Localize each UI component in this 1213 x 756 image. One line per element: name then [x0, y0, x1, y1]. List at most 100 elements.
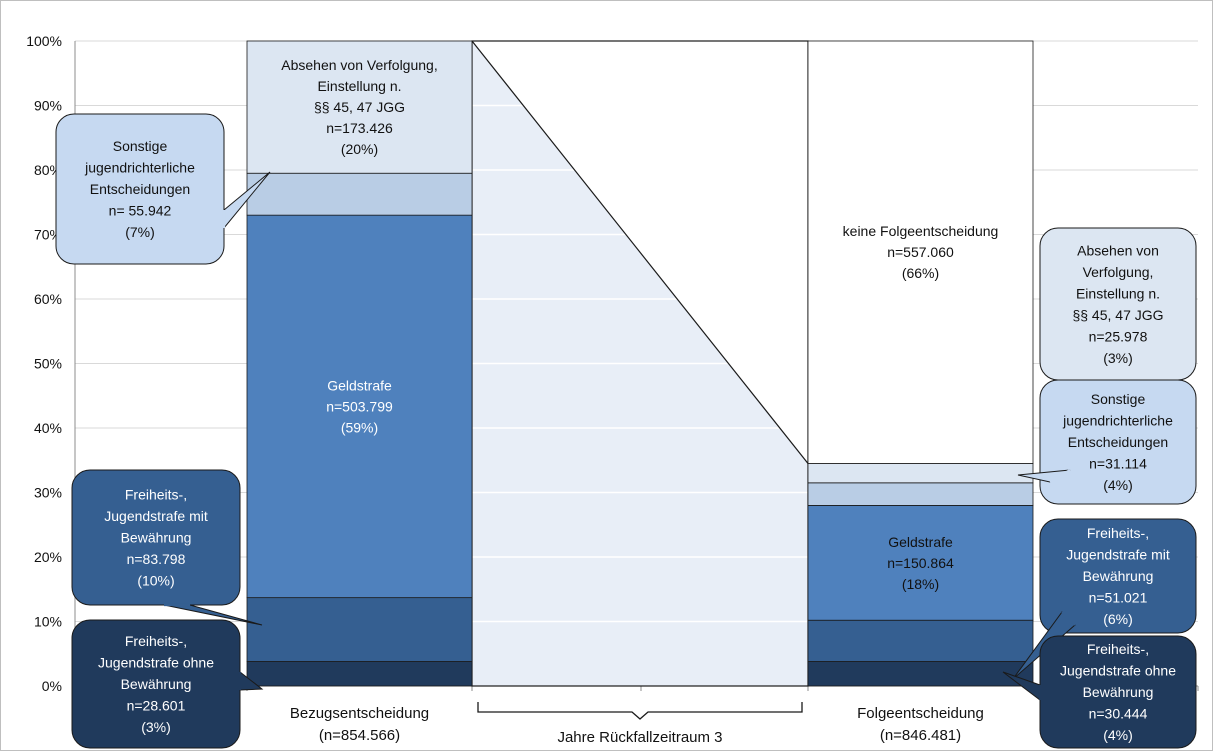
bar-folgeentscheidung	[807, 40, 1034, 687]
callout-line: n=31.114	[1089, 456, 1147, 472]
y-tick-label: 70%	[34, 227, 62, 243]
callout-line: Bewährung	[1083, 568, 1154, 584]
period-label: Jahre Rückfallzeitraum 3	[557, 729, 722, 746]
callout-pointer-join	[1049, 469, 1071, 483]
y-tick-label: 30%	[34, 485, 62, 501]
callout-line: Bewährung	[121, 530, 192, 546]
callout-box	[71, 469, 241, 606]
callout-line: Absehen von	[1077, 242, 1159, 258]
segment-label-line: Einstellung n.	[317, 78, 401, 94]
bar-segment-freiheit_mit	[807, 619, 1034, 662]
callout-line: Bewährung	[1083, 684, 1154, 700]
bar-segment-absehen	[807, 463, 1034, 484]
callout-text: Sonstige jugendrichterliche Entscheidungen…	[84, 138, 195, 240]
segment-label-line: n=150.864	[887, 555, 954, 571]
callout-box	[1039, 379, 1197, 505]
callout-text: Freiheits-, Jugendstrafe mit Bewährung n=83…	[104, 487, 208, 589]
segment-label-line: (66%)	[902, 265, 939, 281]
callout-line: Freiheits-,	[125, 633, 187, 649]
y-tick-label: 60%	[34, 291, 62, 307]
callout-line: Sonstige	[113, 138, 168, 154]
segment-label-line: Geldstrafe	[888, 534, 953, 550]
callout-line: (7%)	[125, 224, 155, 240]
segment-label-geldstrafe: Geldstrafe n=150.864 (18%)	[887, 534, 954, 592]
y-tick-label: 80%	[34, 162, 62, 178]
callout-line: Jugendstrafe ohne	[98, 655, 214, 671]
segment-label-line: Geldstrafe	[327, 377, 392, 393]
bar-segment-freiheit_mit	[246, 597, 473, 662]
bar-segment-geldstrafe	[807, 504, 1034, 621]
segment-label-keine: keine Folgeentscheidung n=557.060 (66%)	[843, 223, 999, 281]
callout-line: Jugendstrafe mit	[1066, 547, 1170, 563]
callout-line: (4%)	[1103, 727, 1133, 743]
callout-bubble: Sonstige jugendrichterliche Entscheidungen…	[1017, 379, 1197, 505]
bar-segment-freiheit_ohne	[807, 661, 1034, 687]
y-tick-label: 10%	[34, 614, 62, 630]
segment-label-line: n=557.060	[887, 244, 954, 260]
y-tick-label: 20%	[34, 549, 62, 565]
callout-line: (6%)	[1103, 611, 1133, 627]
callout-line: jugendrichterliche	[84, 160, 195, 176]
segment-label-line: keine Folgeentscheidung	[843, 223, 999, 239]
callout-line: Verfolgung,	[1083, 264, 1154, 280]
bar-segment-sonstige	[246, 172, 473, 216]
y-tick-label: 0%	[42, 678, 62, 694]
callout-line: Freiheits-,	[1087, 641, 1149, 657]
callout-text: Freiheits-, Jugendstrafe ohne Bewährung n=3…	[1060, 641, 1176, 743]
y-tick-label: 90%	[34, 98, 62, 114]
callout-text: Freiheits-, Jugendstrafe ohne Bewährung n=2…	[98, 633, 214, 735]
callout-line: n=30.444	[1089, 706, 1148, 722]
callout-box	[55, 113, 225, 265]
callout-pointer-join	[1061, 611, 1076, 626]
y-tick-label: 40%	[34, 420, 62, 436]
segment-label-line: (18%)	[902, 576, 939, 592]
segment-label-geldstrafe: Geldstrafe n=503.799 (59%)	[326, 377, 393, 435]
callout-line: n=28.601	[127, 698, 186, 714]
callout-bubble: Freiheits-, Jugendstrafe ohne Bewährung n=3…	[1002, 635, 1197, 749]
bar-bezugsentscheidung	[246, 40, 473, 687]
callout-line: n=51.021	[1089, 590, 1148, 606]
segment-label-line: (59%)	[341, 419, 378, 435]
callout-line: Einstellung n.	[1076, 285, 1160, 301]
segment-label-line: §§ 45, 47 JGG	[314, 99, 405, 115]
callout-line: n= 55.942	[109, 203, 172, 219]
callout-line: Freiheits-,	[125, 487, 187, 503]
callout-line: jugendrichterliche	[1062, 413, 1173, 429]
segment-label-absehen: Absehen von Verfolgung, Einstellung n. §§ …	[281, 57, 437, 157]
y-tick-label: 50%	[34, 356, 62, 372]
x-category-label: Folgeentscheidung	[857, 705, 984, 722]
segment-label-line: n=173.426	[326, 120, 393, 136]
transition-diagonal	[471, 40, 809, 464]
bar-segment-geldstrafe	[246, 214, 473, 599]
segment-label-line: n=503.799	[326, 398, 393, 414]
callout-text: Sonstige jugendrichterliche Entscheidungen…	[1062, 391, 1173, 493]
bar-segment-absehen	[246, 40, 473, 174]
x-category-sublabel: (n=846.481)	[880, 727, 961, 744]
y-tick-label: 100%	[26, 33, 62, 49]
callout-line: n=25.978	[1089, 328, 1148, 344]
callout-line: n=83.798	[127, 551, 186, 567]
callout-line: (3%)	[141, 719, 171, 735]
callout-line: (3%)	[1103, 350, 1133, 366]
segment-label-line: Absehen von Verfolgung,	[281, 57, 437, 73]
bar-segment-keine	[807, 40, 1034, 464]
callout-bubble: Absehen von Verfolgung, Einstellung n. §§ 4…	[1039, 227, 1197, 381]
callout-line: Bewährung	[121, 676, 192, 692]
callout-line: (10%)	[137, 573, 174, 589]
segment-label-line: (20%)	[341, 141, 378, 157]
callout-text: Absehen von Verfolgung, Einstellung n. §§ 4…	[1072, 242, 1163, 366]
callout-bubble: Sonstige jugendrichterliche Entscheidungen…	[55, 113, 271, 265]
callout-text: Freiheits-, Jugendstrafe mit Bewährung n=51…	[1066, 525, 1170, 627]
callout-line: Sonstige	[1091, 391, 1146, 407]
period-brace	[477, 702, 803, 720]
callout-line: Entscheidungen	[1068, 434, 1168, 450]
x-category-sublabel: (n=854.566)	[319, 727, 400, 744]
callout-line: Jugendstrafe mit	[104, 508, 208, 524]
callout-bubble: Freiheits-, Jugendstrafe mit Bewährung n=83…	[71, 469, 263, 626]
callout-line: Entscheidungen	[90, 181, 190, 197]
x-category-label: Bezugsentscheidung	[290, 705, 429, 722]
bar-segment-sonstige	[807, 482, 1034, 506]
callout-box	[1039, 518, 1197, 634]
